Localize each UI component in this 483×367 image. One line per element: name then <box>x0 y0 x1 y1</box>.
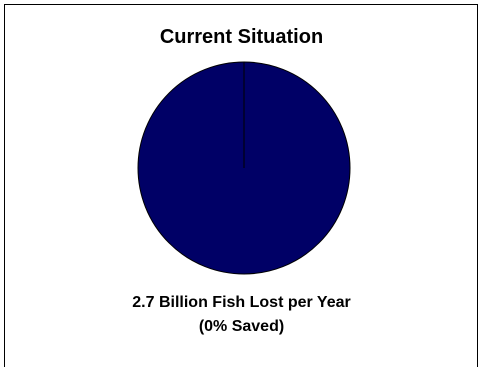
caption-fish-lost: 2.7 Billion Fish Lost per Year <box>0 294 483 312</box>
pie-slices <box>138 62 350 274</box>
caption-percent-saved: (0% Saved) <box>0 318 483 336</box>
